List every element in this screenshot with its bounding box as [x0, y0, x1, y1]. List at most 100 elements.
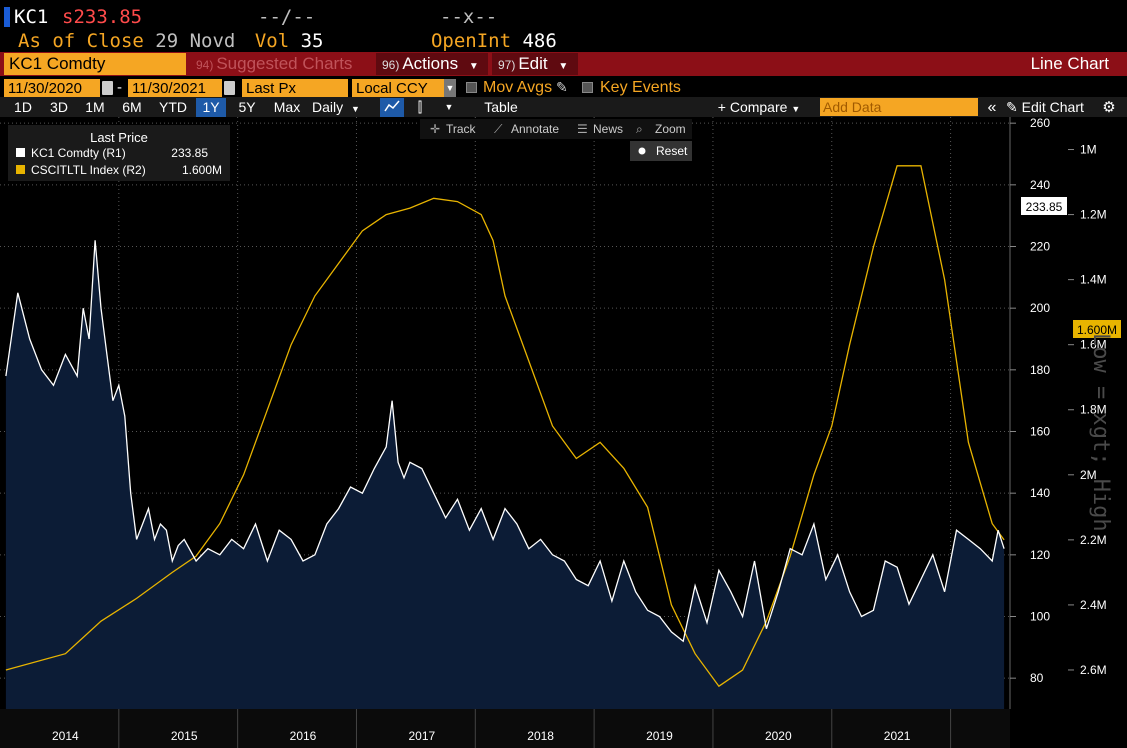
news-button[interactable]: News: [593, 122, 623, 136]
r2-last-value: 1.600M: [1077, 323, 1117, 337]
as-of-label: As of Close: [18, 30, 144, 52]
edit-menu[interactable]: 97) Edit ▼: [492, 53, 578, 75]
ticker-dates: --/--: [258, 6, 316, 28]
r2-tick-label: 1M: [1080, 143, 1097, 157]
ticker-x-marker: --x--: [440, 6, 498, 28]
r1-tick-label: 80: [1030, 671, 1044, 685]
frequency-label: Daily: [312, 99, 344, 115]
x-tick-label: 2018: [527, 729, 554, 743]
edit-chart-button[interactable]: ✎ Edit Chart: [1006, 98, 1096, 117]
news-icon[interactable]: ☰: [577, 122, 588, 136]
chart-legend: Last Price KC1 Comdty (R1) 233.85 CSCITL…: [8, 125, 230, 181]
security-input[interactable]: KC1 Comdty: [4, 53, 186, 75]
currency-select[interactable]: Local CCY: [352, 79, 448, 98]
edit-num: 97): [498, 58, 516, 72]
range-3d[interactable]: 3D: [50, 99, 68, 115]
x-tick-label: 2017: [408, 729, 435, 743]
security-flag: [4, 7, 10, 27]
r2-last-label-box: [1073, 320, 1121, 338]
x-tick-label: 2021: [884, 729, 911, 743]
r1-tick-label: 200: [1030, 301, 1050, 315]
edit-chart-label: Edit Chart: [1021, 99, 1084, 115]
range-max[interactable]: Max: [273, 99, 301, 115]
caret-down-icon: ▼: [351, 104, 360, 114]
frequency-select[interactable]: Daily ▼: [312, 98, 374, 117]
range-1d[interactable]: 1D: [14, 99, 32, 115]
reset-icon[interactable]: [638, 147, 646, 155]
key-events-checkbox[interactable]: [582, 82, 593, 93]
range-1m[interactable]: 1M: [85, 99, 105, 115]
chart-tools: ✛ Track ⟋ Annotate ☰ News ⌕ Zoom Reset: [420, 119, 692, 161]
range-ytd[interactable]: YTD: [159, 99, 187, 115]
collapse-icon[interactable]: «: [987, 99, 997, 116]
legend-series1-value: 233.85: [171, 146, 208, 160]
crosshair-icon[interactable]: ✛: [430, 122, 440, 136]
legend-series2-name: CSCITLTL Index (R2): [31, 163, 146, 177]
vol-value: 35: [300, 30, 324, 52]
legend-swatch-cscitltl: [16, 165, 25, 174]
range-1y[interactable]: 1Y: [196, 98, 226, 117]
table-button[interactable]: Table: [484, 99, 518, 115]
actions-menu[interactable]: 96) Actions ▼: [376, 53, 488, 75]
calendar-icon[interactable]: [224, 81, 235, 95]
legend-box: [8, 125, 230, 181]
zoom-icon[interactable]: ⌕: [636, 122, 643, 136]
end-date-input[interactable]: 11/30/2021: [128, 79, 222, 98]
date-dash: -: [117, 79, 122, 96]
ticker-code: KC1: [14, 6, 49, 28]
openint-value: 486: [522, 30, 557, 52]
pencil-icon[interactable]: ✎: [556, 79, 568, 95]
caret-down-icon: ▼: [558, 61, 569, 72]
line-chart-icon[interactable]: [380, 98, 404, 117]
x-tick-label: 2019: [646, 729, 673, 743]
x-tick-label: 2020: [765, 729, 792, 743]
chart-tools-bar: [420, 119, 692, 139]
reset-button[interactable]: Reset: [656, 144, 688, 158]
chevron-down-icon[interactable]: ▼: [444, 102, 454, 112]
field-select[interactable]: Last Px: [242, 79, 348, 98]
cscitltl-line: [5, 165, 1005, 688]
calendar-icon[interactable]: [102, 81, 113, 95]
bar-chart-icon[interactable]: ⫿: [417, 99, 423, 115]
edit-label: Edit: [518, 54, 548, 73]
mov-avgs-checkbox[interactable]: [466, 82, 477, 93]
r1-tick-label: 220: [1030, 240, 1050, 254]
r2-tick-label: 1.8M: [1080, 403, 1107, 417]
x-tick-label: 2014: [52, 729, 79, 743]
pencil-icon: ✎: [1006, 99, 1018, 115]
legend-swatch-kc1: [16, 148, 25, 157]
actions-num: 96): [382, 58, 400, 72]
legend-series2-value: 1.600M: [182, 163, 222, 177]
suggested-label: Suggested Charts: [216, 54, 353, 73]
kc1-line: [5, 240, 1005, 643]
start-date-input[interactable]: 11/30/2020: [4, 79, 100, 98]
suggested-num: 94): [196, 58, 214, 72]
r2-tick-label: 1.2M: [1080, 208, 1107, 222]
range-6m[interactable]: 6M: [122, 99, 142, 115]
legend-title: Last Price: [90, 130, 148, 145]
track-button[interactable]: Track: [446, 122, 477, 136]
zoom-button[interactable]: Zoom: [655, 122, 686, 136]
watermark-text: Low = xgt; High: [1088, 333, 1113, 532]
x-axis-band: [0, 709, 1010, 748]
caret-down-icon: ▼: [468, 61, 479, 72]
price-chart[interactable]: 80 100 120 140 160 180 200 220 240 260 1M 1.2M 1.4M…: [0, 117, 1127, 748]
chevron-down-icon[interactable]: ▼: [444, 79, 456, 98]
reset-button-box[interactable]: [630, 141, 692, 161]
annotate-icon[interactable]: ⟋: [494, 122, 503, 136]
caret-down-icon: ▼: [791, 104, 801, 114]
openint-label: OpenInt: [430, 30, 512, 52]
annotate-button[interactable]: Annotate: [511, 122, 559, 136]
r1-tick-label: 120: [1030, 548, 1050, 562]
compare-button[interactable]: + Compare ▼: [712, 98, 806, 117]
range-5y[interactable]: 5Y: [238, 99, 256, 115]
r1-tick-label: 240: [1030, 178, 1050, 192]
r2-tick-label: 1.4M: [1080, 273, 1107, 287]
r2-tick-label: 2M: [1080, 468, 1097, 482]
gear-icon[interactable]: ⚙: [1102, 99, 1116, 116]
add-data-input[interactable]: Add Data: [820, 98, 978, 116]
close-date: 29 Novd: [155, 30, 236, 52]
suggested-charts-button[interactable]: 94) Suggested Charts: [190, 53, 373, 75]
x-tick-label: 2016: [290, 729, 317, 743]
r2-tick-label: 2.2M: [1080, 533, 1107, 547]
